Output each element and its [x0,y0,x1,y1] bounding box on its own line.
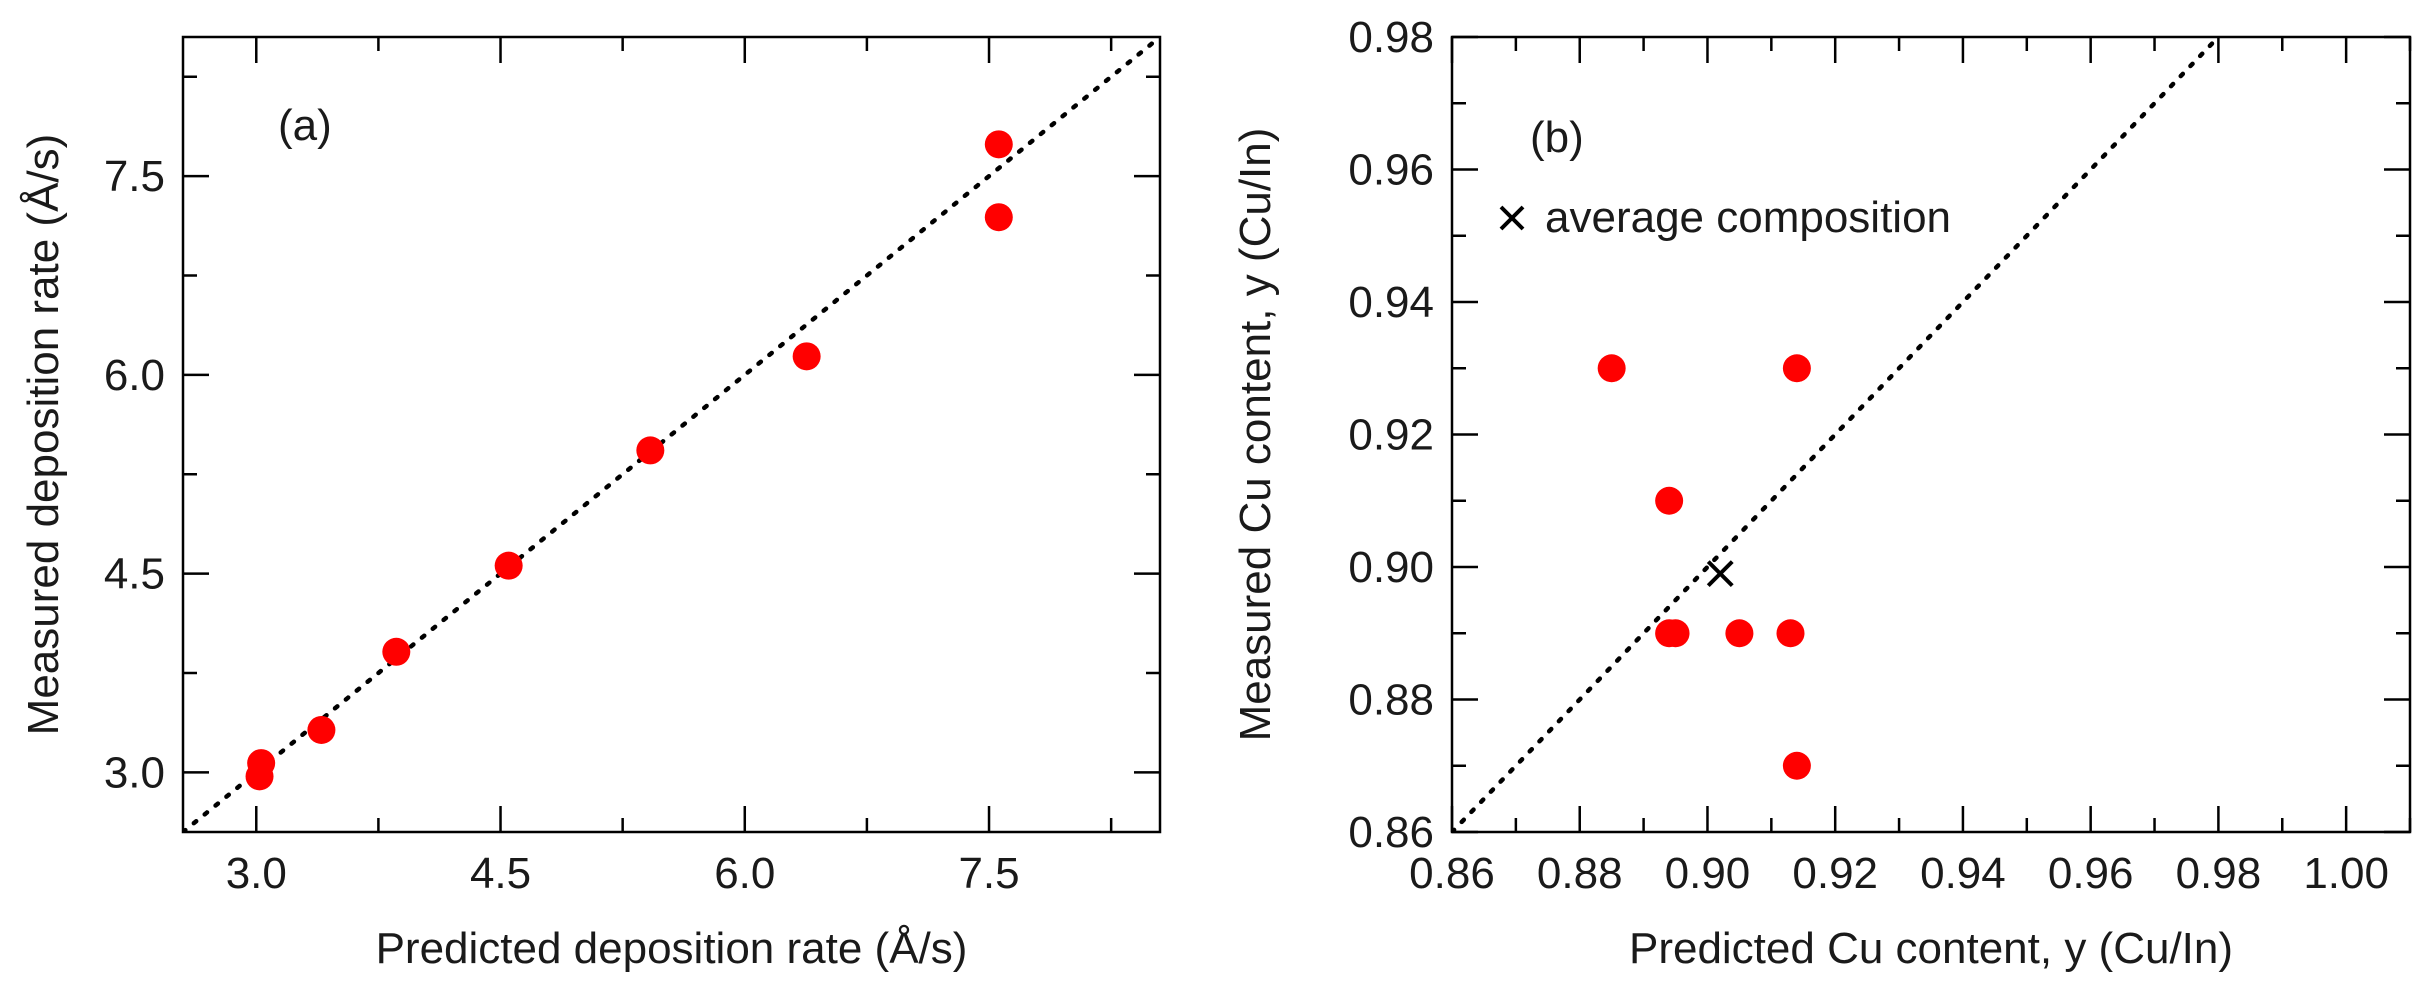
x-tick-label: 7.5 [958,849,1019,898]
x-tick-label: 0.88 [1537,849,1623,898]
x-tick-label: 0.94 [1920,849,2006,898]
y-tick-label: 7.5 [104,152,165,201]
panel-label: (b) [1530,113,1584,162]
y-tick-label: 0.86 [1348,808,1434,857]
plot-frame [181,35,1162,834]
panel-label: (a) [278,101,332,150]
x-tick-label: 0.86 [1409,849,1495,898]
x-tick-label: 6.0 [714,849,775,898]
data-point [1661,619,1690,648]
x-axis-label: Predicted deposition rate (Å/s) [376,924,968,973]
x-tick-label: 0.96 [2048,849,2134,898]
y-tick-label: 0.90 [1348,543,1434,592]
data-point [1782,354,1811,383]
data-point [636,436,665,465]
data-point [984,130,1013,159]
x-tick-label: 4.5 [470,849,531,898]
data-point [1597,354,1626,383]
data-point [1655,486,1684,515]
data-point [307,715,336,744]
y-tick-label: 4.5 [104,550,165,599]
x-axis-label: Predicted Cu content, y (Cu/In) [1629,924,2233,973]
identity-reference-line [183,37,1160,832]
plot-frame [1450,35,2412,834]
legend-label: average composition [1545,193,1951,242]
x-tick-label: 3.0 [226,849,287,898]
y-tick-label: 0.96 [1348,146,1434,195]
data-point [382,637,411,666]
y-tick-label: 0.98 [1348,13,1434,62]
data-point [1725,619,1754,648]
x-tick-label: 0.98 [2176,849,2262,898]
y-axis-label: Measured deposition rate (Å/s) [19,134,68,736]
data-point [984,203,1013,232]
data-point [494,551,523,580]
x-tick-label: 0.90 [1665,849,1751,898]
y-tick-label: 0.88 [1348,676,1434,725]
chart-panel-b: 0.86 0.88 0.90 0.92 0.94 0.96 0.98 1.00 0.86 0.88… [1231,13,2412,973]
y-tick-label: 0.94 [1348,278,1434,327]
average-composition-point [1706,560,1734,588]
y-tick-label: 0.92 [1348,411,1434,460]
y-axis-label: Measured Cu content, y (Cu/In) [1231,128,1280,742]
y-tick-label: 3.0 [104,748,165,797]
data-point [1776,619,1805,648]
legend: average composition [1499,193,1951,242]
chart-panel-a: 3.0 4.5 6.0 7.5 3.0 4.5 6.0 7.5 Predicted deposi… [19,35,1162,973]
data-point [1782,751,1811,780]
x-marker-stroke [1706,560,1734,588]
identity-reference-line [1452,37,2221,832]
data-point [247,749,276,778]
data-point [792,342,821,371]
y-tick-label: 6.0 [104,351,165,400]
x-tick-label: 0.92 [1792,849,1878,898]
x-tick-label: 1.00 [2303,849,2389,898]
legend-x-marker [1499,205,1525,231]
